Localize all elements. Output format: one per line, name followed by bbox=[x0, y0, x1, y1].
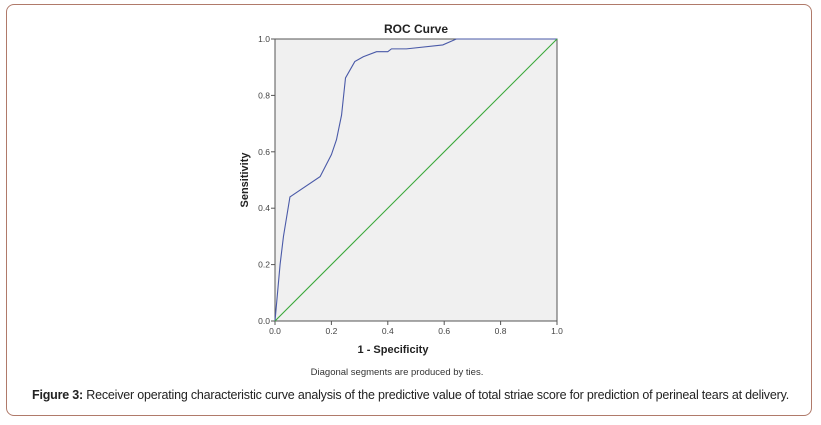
chart-title: ROC Curve bbox=[384, 22, 448, 36]
y-tick-label: 0.2 bbox=[258, 260, 270, 270]
footnote: Diagonal segments are produced by ties. bbox=[311, 367, 484, 378]
caption-text: Receiver operating characteristic curve … bbox=[83, 388, 789, 402]
figure-frame bbox=[6, 4, 812, 416]
caption-label: Figure 3: bbox=[32, 388, 84, 402]
y-tick-label: 0.4 bbox=[258, 203, 270, 213]
y-tick-label: 0.0 bbox=[258, 316, 270, 326]
x-tick-label: 0.0 bbox=[269, 326, 281, 336]
reference-diagonal bbox=[274, 38, 558, 322]
x-tick-label: 0.6 bbox=[438, 326, 450, 336]
y-tick-label: 0.8 bbox=[258, 90, 270, 100]
x-tick-label: 0.2 bbox=[325, 326, 337, 336]
y-axis-label: Sensitivity bbox=[239, 152, 251, 208]
figure-caption: Figure 3: Receiver operating characteris… bbox=[0, 388, 821, 402]
y-tick-label: 0.6 bbox=[258, 147, 270, 157]
x-tick-label: 1.0 bbox=[551, 326, 563, 336]
roc-curve bbox=[274, 38, 557, 322]
x-tick-label: 0.4 bbox=[382, 326, 394, 336]
x-tick-label: 0.8 bbox=[495, 326, 507, 336]
x-axis-label: 1 - Specificity bbox=[358, 344, 430, 356]
y-tick-label: 1.0 bbox=[258, 34, 270, 44]
